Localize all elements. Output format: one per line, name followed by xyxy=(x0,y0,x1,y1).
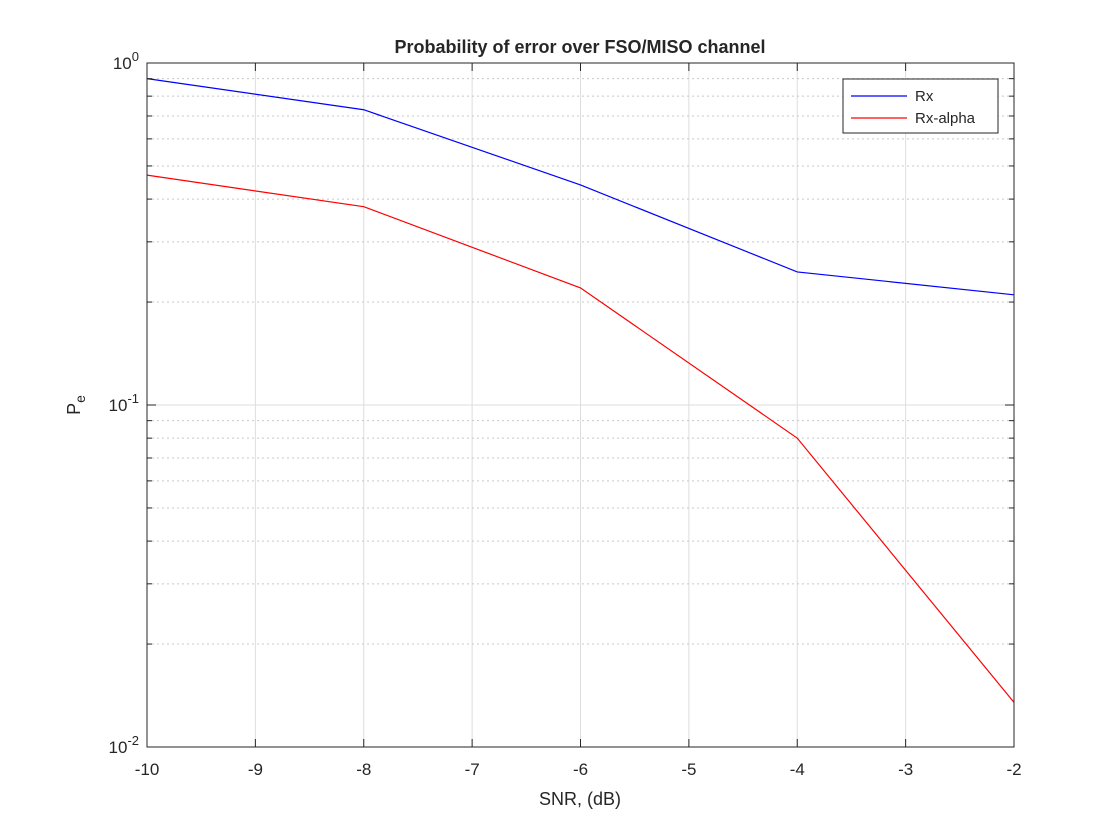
x-tick-label: -2 xyxy=(1006,760,1021,779)
x-tick-label: -9 xyxy=(248,760,263,779)
x-tick-label: -6 xyxy=(573,760,588,779)
x-tick-label: -7 xyxy=(465,760,480,779)
y-axis-label-main: P xyxy=(64,403,84,415)
x-tick-label: -5 xyxy=(681,760,696,779)
y-axis-label-sub: e xyxy=(72,395,88,403)
x-tick-label: -10 xyxy=(135,760,160,779)
x-tick-label: -8 xyxy=(356,760,371,779)
grid xyxy=(147,63,1014,747)
x-tick-label: -3 xyxy=(898,760,913,779)
legend-label-1: Rx xyxy=(915,88,934,105)
legend-label-2: Rx-alpha xyxy=(915,110,976,127)
chart-title: Probability of error over FSO/MISO chann… xyxy=(394,37,765,57)
legend: Rx Rx-alpha xyxy=(843,79,998,133)
x-axis-label: SNR, (dB) xyxy=(539,789,621,809)
x-tick-label: -4 xyxy=(790,760,805,779)
